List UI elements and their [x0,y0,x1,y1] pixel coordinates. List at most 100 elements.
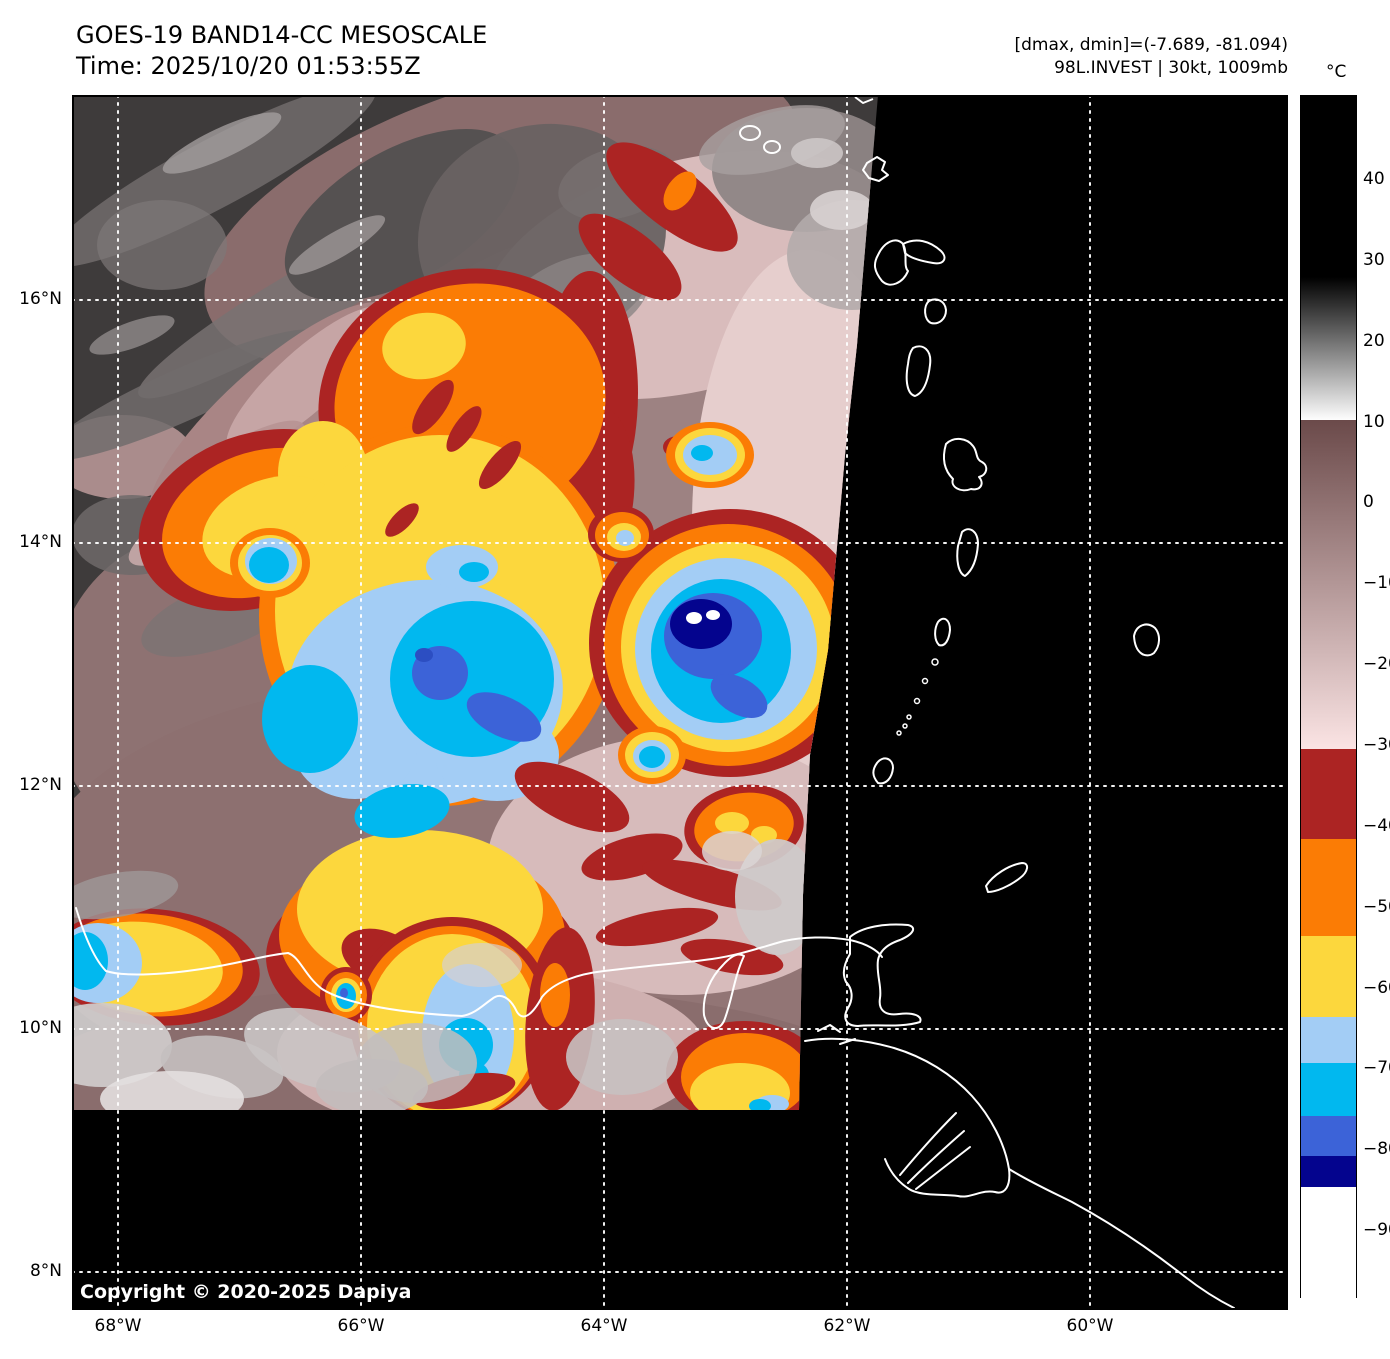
cloud-region-blob [514,761,630,833]
ir-data-region [72,95,878,1110]
latitude-axis: 16°N 14°N 12°N 10°N 8°N [0,0,66,1359]
cloud-region-blob [663,171,697,211]
satellite-map [72,95,1288,1310]
island-outline [943,438,988,492]
cloud-region-blob [340,988,348,998]
island-outline [862,156,889,182]
cloud-region-blob [595,907,719,947]
cloud-region-blob [249,547,289,583]
colorbar-tick-label: 20 [1363,330,1385,351]
colorbar-tick-label: −10 [1363,573,1390,594]
colorbar-tick-label: −70 [1363,1058,1390,1079]
cloud-region-blob [354,784,450,838]
island-outline [985,862,1028,893]
colorbar-tick-labels: 40 30 20 10 0 −10 −20 −30 −40 −50 −60 −70 −80 −90 [1363,95,1390,1298]
x-tick-label: 60°W [1066,1316,1114,1336]
cloud-region-blob [262,665,358,773]
colorbar-segment [1301,1016,1356,1064]
islet-outline [913,697,921,705]
coastline-path [817,1024,841,1033]
coastline-path [763,140,781,154]
colorbar-tick-label: 10 [1363,411,1385,432]
y-tick-label: 10°N [19,1018,62,1038]
coastline-path [899,1112,957,1176]
colorbar-tick-label: −50 [1363,896,1390,917]
cloud-region-blob [639,746,665,768]
coastline-path [702,953,745,1030]
colorbar-segment [1301,420,1356,750]
cloud-region-blob [686,612,702,624]
colorbar-unit-label: °C [1326,62,1347,82]
cloud-region-blob [566,1019,678,1095]
cloud-region-blob [466,692,542,742]
colorbar-segment [1301,1062,1356,1117]
cloud-region-blob [100,1071,244,1110]
coastlines [75,96,1235,1309]
cloud-region-blob [89,315,175,355]
coastline-path [1008,1168,1235,1309]
timestamp: Time: 2025/10/20 01:53:55Z [76,52,421,80]
island-outline [902,239,946,265]
copyright-watermark: Copyright © 2020-2025 Dapiya [80,1281,412,1303]
cloud-region-blob [382,312,466,380]
cloud-region-blob [412,379,454,435]
cloud-region-blob [691,445,713,461]
colorbar-tick-label: −80 [1363,1139,1390,1160]
cloud-region-blob [706,610,720,620]
islet-outline [906,714,912,720]
cloud-region-blob [710,674,768,718]
map-frame [72,95,1288,1310]
island-outline [873,239,909,286]
cloud-region-blob [670,599,732,649]
cloud-region-blob [749,1099,771,1110]
coastline-path [804,1037,1011,1198]
page-title: GOES-19 BAND14-CC MESOSCALE [76,21,488,49]
island-outline [905,345,932,397]
cloud-region-blob [578,213,682,301]
island-outline [1133,623,1160,657]
cloud-region-blob [478,440,522,490]
colorbar-tick-label: −90 [1363,1220,1390,1241]
cloud-region-blob [72,329,320,461]
colorbar-segment [1301,96,1356,278]
colorbar-segment [1301,1116,1356,1157]
cloud-region-blob [446,406,482,452]
colorbar [1300,95,1357,1300]
cloud-region-blob [415,648,433,662]
cloud-region-blob [702,831,762,871]
x-tick-label: 62°W [823,1316,871,1336]
colorbar-segment [1301,1155,1356,1188]
x-tick-label: 68°W [94,1316,142,1336]
islet-outline [902,723,908,729]
colorbar-tick-label: 30 [1363,249,1385,270]
island-outline [842,923,922,1027]
cloud-region-blob [540,963,570,1027]
cloud-region-blob [735,839,819,955]
islet-outline [921,677,929,685]
cloud-region-blob [162,112,282,174]
dmax-dmin-annotation: [dmax, dmin]=(-7.689, -81.094) [1014,35,1289,55]
cloud-region-blob [715,812,749,834]
island-outline [854,96,874,104]
colorbar-tick-label: −60 [1363,977,1390,998]
cloud-region-blob [442,943,522,987]
graticule [72,95,1288,1310]
colorbar-tick-label: −30 [1363,735,1390,755]
y-tick-label: 8°N [29,1261,62,1281]
cloud-region-blob [751,826,777,844]
colorbar-tick-label: 0 [1363,492,1374,513]
island-outline [934,617,951,647]
cloud-region-blob [385,503,419,537]
colorbar-tick-label: 40 [1363,169,1385,190]
cloud-region-blob [357,1023,477,1103]
islet-outline [931,658,939,666]
storm-annotation: 98L.INVEST | 30kt, 1009mb [1054,58,1288,78]
colorbar-tick-label: −40 [1363,815,1390,836]
colorbar-segment [1301,838,1356,937]
coastline-path [907,1130,965,1184]
colorbar-tick-label: −20 [1363,654,1390,675]
cloud-region-blob [787,200,878,310]
cloud-region-blob [97,200,227,290]
y-tick-label: 12°N [19,775,62,795]
